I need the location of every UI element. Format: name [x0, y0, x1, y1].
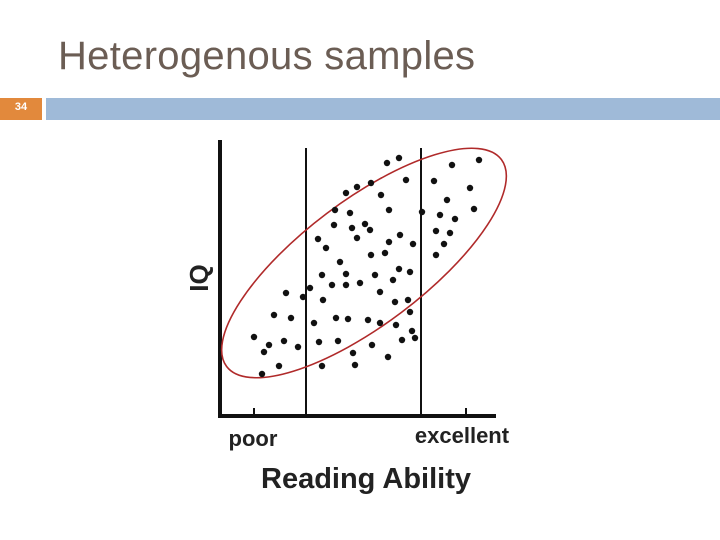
x-tick-label-poor: poor [229, 426, 278, 451]
data-point [443, 196, 451, 204]
data-point [371, 271, 379, 279]
data-point [356, 279, 364, 287]
data-point [406, 308, 414, 316]
data-point [265, 341, 273, 349]
data-point [342, 189, 350, 197]
data-point [391, 298, 399, 306]
data-point [250, 333, 258, 341]
data-point [392, 321, 400, 329]
data-point [395, 265, 403, 273]
sample-ellipse [220, 147, 508, 379]
data-point [349, 349, 357, 357]
data-point [409, 240, 417, 248]
data-point [432, 227, 440, 235]
data-point [376, 319, 384, 327]
data-point [389, 276, 397, 284]
data-point [260, 348, 268, 356]
data-point [377, 191, 385, 199]
data-point [436, 211, 444, 219]
data-point [411, 334, 419, 342]
data-point [366, 226, 374, 234]
data-point [348, 224, 356, 232]
data-point [270, 311, 278, 319]
data-point [299, 293, 307, 301]
data-point [432, 251, 440, 259]
data-point [258, 370, 266, 378]
data-point [322, 244, 330, 252]
data-point [385, 238, 393, 246]
header-accent-bar [46, 98, 720, 120]
data-point [440, 240, 448, 248]
data-point [446, 229, 454, 237]
data-point [384, 353, 392, 361]
data-point [346, 209, 354, 217]
data-point [287, 314, 295, 322]
data-point [275, 362, 283, 370]
data-point [353, 234, 361, 242]
data-point [430, 177, 438, 185]
data-point [364, 316, 372, 324]
data-point [402, 176, 410, 184]
data-point [398, 336, 406, 344]
data-point [408, 327, 416, 335]
data-point [368, 341, 376, 349]
data-point [336, 258, 344, 266]
data-point [367, 179, 375, 187]
data-point [351, 361, 359, 369]
data-point [385, 206, 393, 214]
slide-number-bar [0, 98, 42, 120]
data-point [310, 319, 318, 327]
data-point [367, 251, 375, 259]
data-point [418, 208, 426, 216]
data-point [381, 249, 389, 257]
data-point [331, 206, 339, 214]
data-point [330, 221, 338, 229]
data-point [406, 268, 414, 276]
data-point [376, 288, 384, 296]
data-point [395, 154, 403, 162]
slide-number: 34 [14, 101, 28, 113]
data-point [306, 284, 314, 292]
x-axis-label: Reading Ability [261, 463, 471, 495]
data-point [328, 281, 336, 289]
data-point [315, 338, 323, 346]
data-point [318, 271, 326, 279]
data-point [466, 184, 474, 192]
data-point [470, 205, 478, 213]
data-point [334, 337, 342, 345]
data-point [342, 270, 350, 278]
x-tick-label-excellent: excellent [415, 423, 510, 448]
data-point [353, 183, 361, 191]
y-axis-label: IQ [184, 264, 214, 291]
data-point [448, 161, 456, 169]
data-points [250, 154, 483, 378]
data-point [314, 235, 322, 243]
data-point [451, 215, 459, 223]
data-point [294, 343, 302, 351]
data-point [332, 314, 340, 322]
data-point [361, 220, 369, 228]
data-point [383, 159, 391, 167]
slide-title: Heterogenous samples [58, 34, 476, 78]
data-point [344, 315, 352, 323]
data-point [404, 296, 412, 304]
data-point [280, 337, 288, 345]
data-point [475, 156, 483, 164]
data-point [396, 231, 404, 239]
data-point [319, 296, 327, 304]
data-point [282, 289, 290, 297]
data-point [318, 362, 326, 370]
data-point [342, 281, 350, 289]
